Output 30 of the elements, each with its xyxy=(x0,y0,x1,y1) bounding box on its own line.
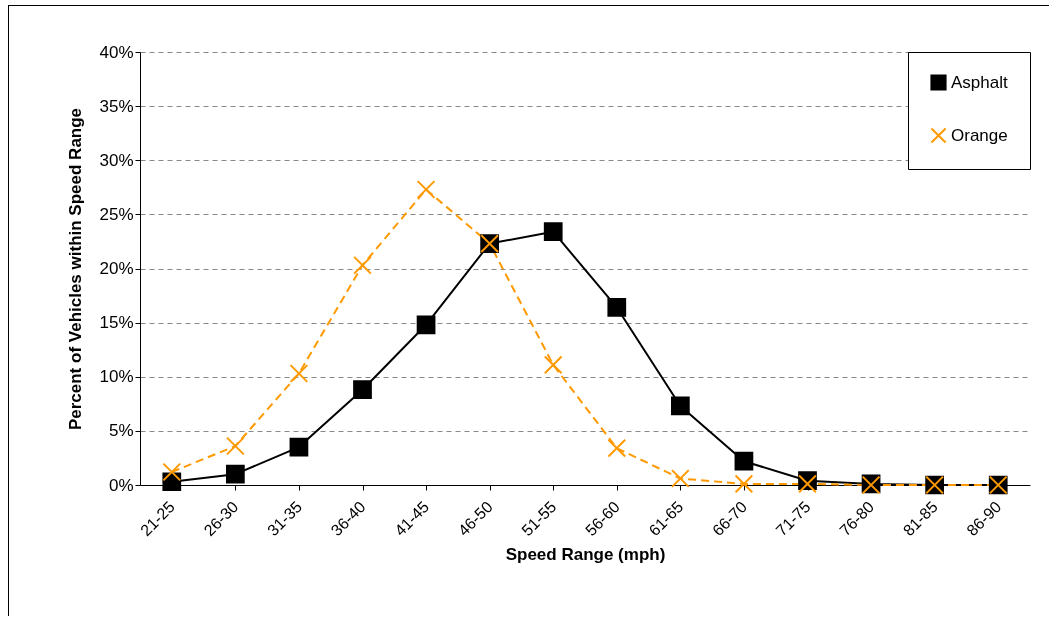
y-tick-label: 30% xyxy=(99,150,134,170)
legend-label: Orange xyxy=(951,125,1008,145)
y-tick-label: 35% xyxy=(99,96,134,116)
point xyxy=(734,451,754,471)
point xyxy=(607,298,627,317)
y-axis-title: Percent of Vehicles within Speed Range xyxy=(66,107,86,431)
point xyxy=(416,180,436,199)
point xyxy=(543,355,563,375)
point xyxy=(416,315,436,335)
x-axis-title: Speed Range (mph) xyxy=(505,545,666,565)
point xyxy=(353,380,372,400)
point xyxy=(225,464,245,484)
point xyxy=(734,474,754,494)
point xyxy=(289,437,309,457)
point xyxy=(289,364,309,383)
y-tick-label: 10% xyxy=(99,367,134,387)
point xyxy=(543,222,563,242)
y-tick-label: 20% xyxy=(99,259,134,278)
y-tick-label: 25% xyxy=(99,204,134,224)
point xyxy=(670,469,690,488)
point xyxy=(162,462,182,482)
y-tick-label: 15% xyxy=(99,313,134,333)
y-tick-label: 40% xyxy=(99,42,134,62)
point xyxy=(225,436,245,456)
legend-label: Asphalt xyxy=(951,72,1008,92)
y-tick-label: 5% xyxy=(108,421,134,441)
y-tick-label: 0% xyxy=(108,475,134,495)
point xyxy=(670,396,690,416)
point xyxy=(607,438,627,458)
point xyxy=(353,255,372,275)
